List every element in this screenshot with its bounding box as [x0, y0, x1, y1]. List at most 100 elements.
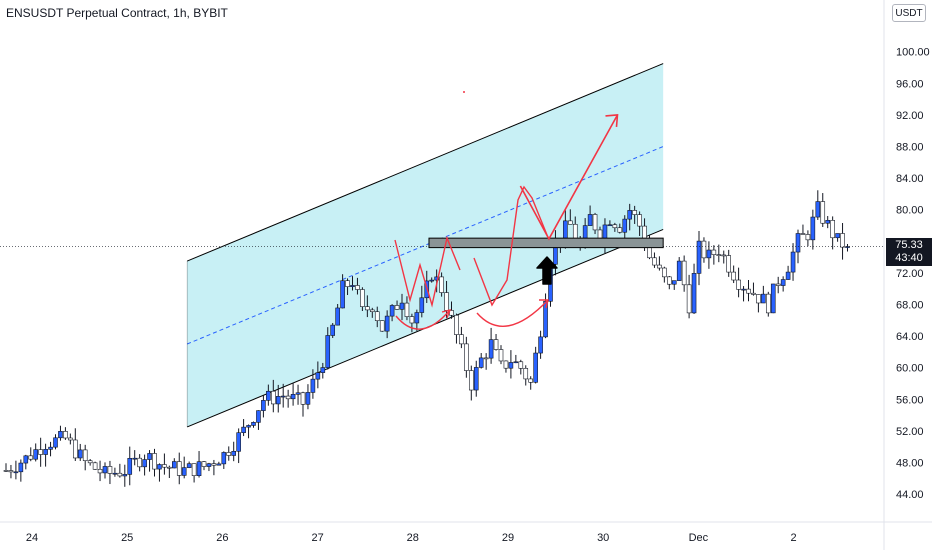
candle-body [246, 425, 251, 428]
candle-body [632, 210, 637, 215]
candle [226, 446, 232, 461]
candle [691, 263, 697, 314]
candle-body [454, 314, 459, 335]
candle-body [825, 220, 831, 224]
candle-body [360, 289, 365, 307]
candle [251, 421, 256, 428]
candle [419, 285, 425, 318]
candle-body [459, 334, 464, 345]
curve-right [476, 299, 549, 327]
candle [295, 384, 301, 405]
candle-body [330, 324, 336, 336]
candle-body [543, 300, 548, 338]
candle-body [87, 460, 93, 464]
y-tick-label: 96.00 [896, 78, 924, 90]
candle-body [845, 246, 850, 248]
y-tick-label: 68.00 [896, 300, 924, 312]
candle [211, 459, 217, 476]
candle-body [676, 260, 682, 281]
candle [790, 243, 796, 281]
candle [68, 433, 73, 445]
candle [152, 448, 157, 477]
candle [310, 369, 316, 399]
candle [280, 383, 286, 408]
x-tick-label: 30 [597, 532, 609, 544]
y-tick-label: 72.00 [896, 268, 924, 280]
candle [493, 334, 499, 351]
candle-body [355, 285, 360, 290]
channel-upper-line [186, 63, 664, 262]
candle-body [761, 293, 766, 304]
candle-body [236, 432, 241, 452]
candle [825, 216, 831, 229]
candle-body [137, 457, 142, 468]
candle [468, 365, 474, 401]
candle [360, 287, 365, 312]
candle [711, 245, 717, 265]
candle-body [206, 463, 212, 467]
candle [751, 282, 756, 296]
candle-body [340, 280, 345, 309]
candle-body [567, 220, 573, 225]
y-tick-label: 84.00 [896, 173, 924, 185]
candle-body [28, 455, 34, 460]
candle [18, 459, 24, 482]
candle-body [350, 285, 355, 287]
candle-body [280, 395, 286, 398]
candle-body [58, 431, 63, 439]
candle [399, 293, 405, 321]
candle [706, 241, 712, 269]
candle-body [666, 276, 672, 285]
candles [0, 190, 884, 487]
candle-body [478, 357, 484, 368]
candle-body [404, 302, 410, 317]
candle [676, 257, 682, 281]
candle [473, 360, 479, 397]
candle [132, 450, 137, 466]
candle-body [483, 357, 489, 360]
candle-body [221, 452, 227, 465]
candle [498, 345, 504, 365]
candle-body [261, 400, 266, 411]
candle [379, 320, 385, 332]
candle [369, 307, 375, 318]
candle [830, 216, 835, 250]
candle-body [142, 459, 147, 468]
candle-body [23, 455, 29, 464]
candle-body [800, 233, 806, 235]
candle [266, 384, 271, 406]
candle [538, 330, 543, 359]
candle-body [464, 343, 469, 371]
candle-body [444, 292, 449, 311]
candle-body [290, 394, 296, 400]
candle-body [241, 426, 246, 433]
candle-body [587, 214, 593, 226]
candle-body [325, 335, 331, 368]
candle-body [765, 293, 771, 314]
candle-body [627, 210, 633, 220]
candle [107, 460, 113, 485]
candle-body [162, 464, 167, 468]
candle-body [820, 201, 826, 224]
y-tick-label: 80.00 [896, 205, 924, 217]
y-tick-label: 44.00 [896, 489, 924, 501]
candle-body [63, 431, 68, 439]
candle-body [295, 392, 301, 395]
candle [662, 266, 667, 283]
x-tick-label: 26 [216, 532, 228, 544]
candle [409, 313, 415, 333]
candle-body [266, 390, 271, 401]
drawings[interactable] [394, 91, 664, 330]
candle-body [637, 214, 642, 227]
currency-badge[interactable]: USDT [892, 4, 926, 22]
candle-body [3, 470, 9, 472]
candle [508, 350, 514, 379]
candle-body [300, 392, 306, 405]
candle-body [122, 474, 128, 477]
candle-body [756, 294, 761, 304]
candle-body [528, 378, 534, 383]
candle-body [275, 396, 281, 405]
up-arrow-icon [536, 256, 558, 285]
